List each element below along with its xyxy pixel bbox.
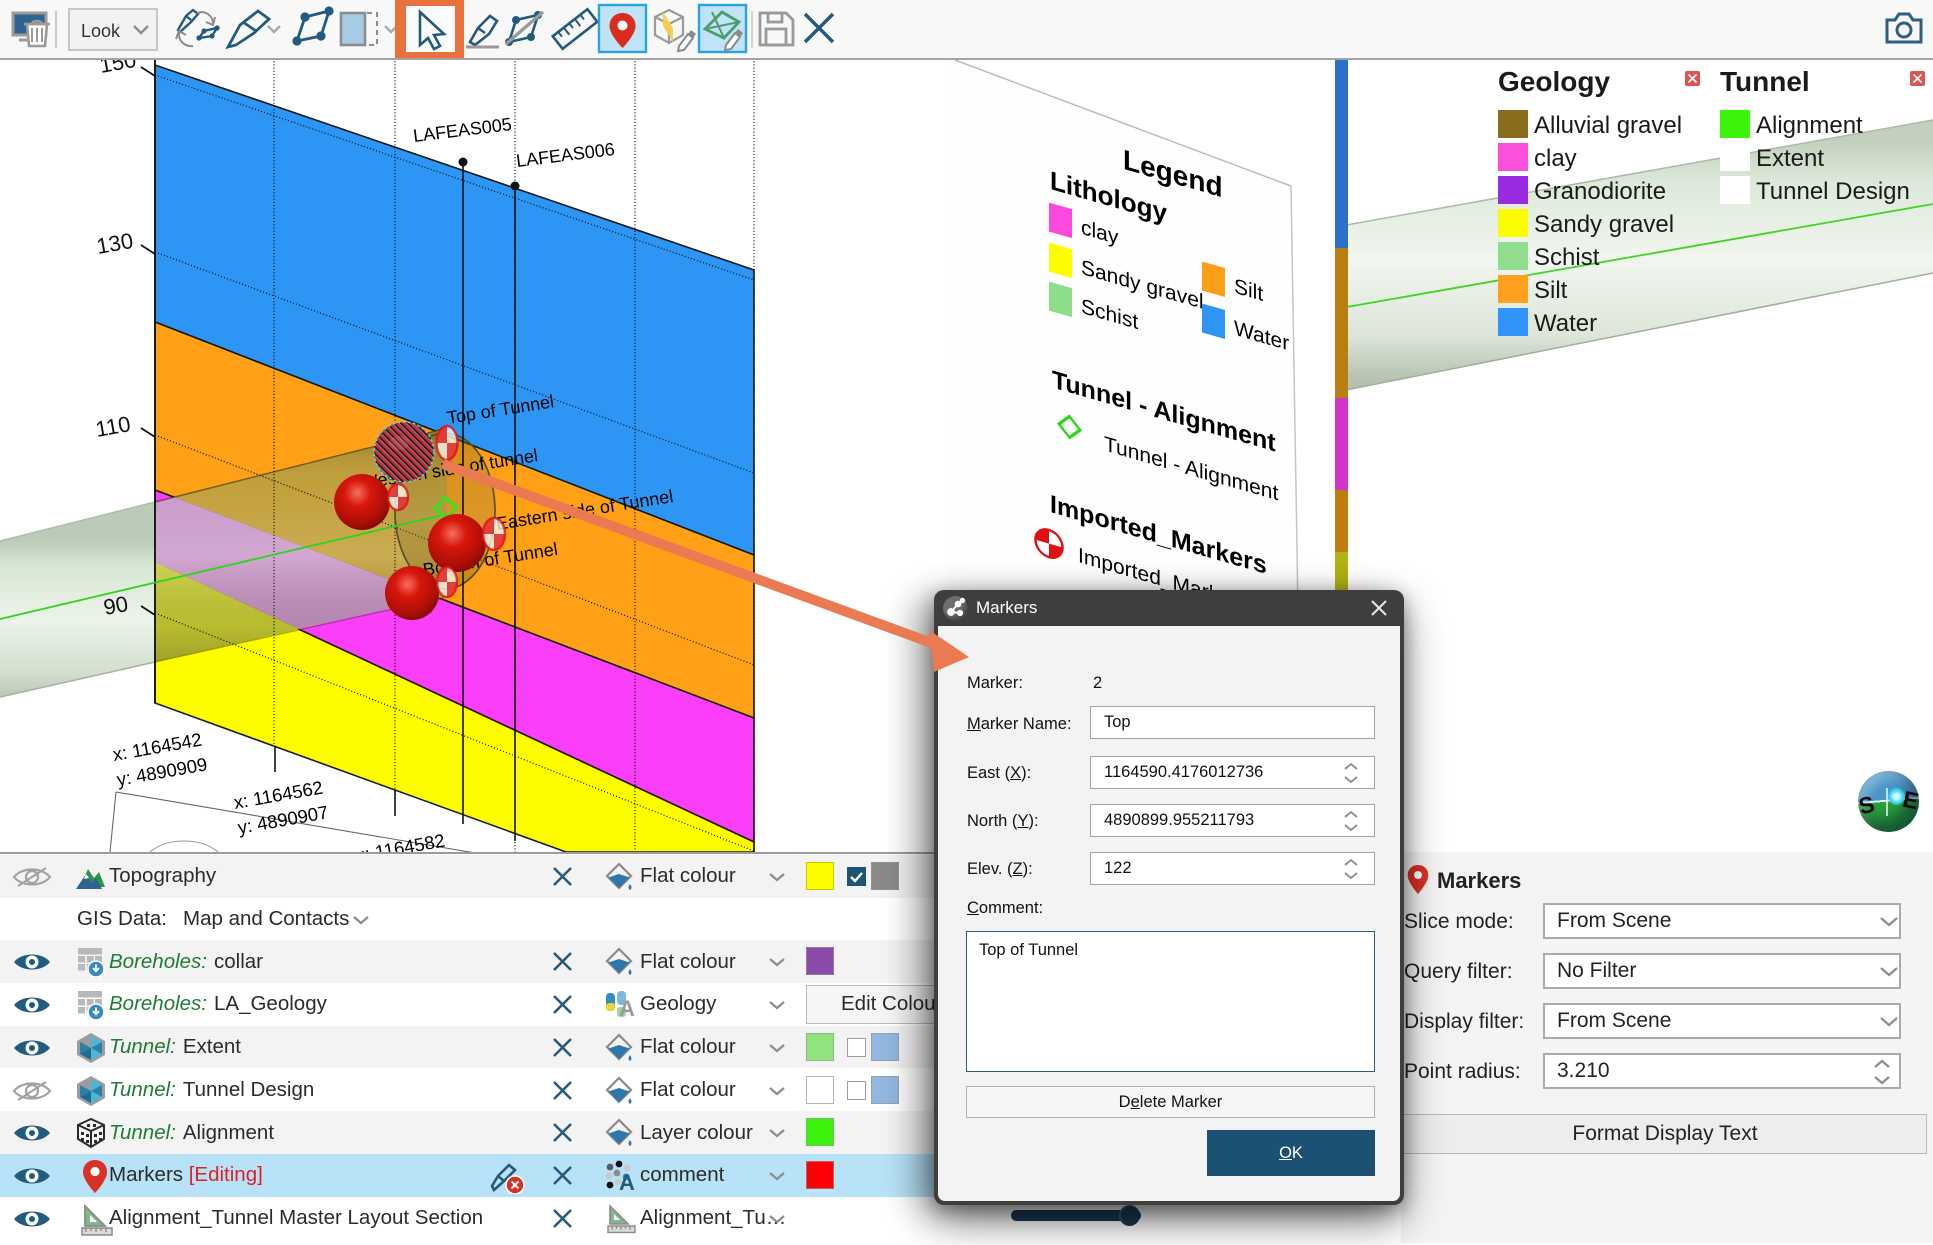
svg-text:90: 90 — [102, 591, 130, 620]
svg-text:A: A — [619, 1170, 635, 1194]
svg-text:130: 130 — [95, 228, 136, 259]
svg-text:A: A — [619, 996, 635, 1021]
svg-text:Look: Look — [81, 21, 121, 41]
svg-text:LAFEAS006: LAFEAS006 — [515, 139, 616, 171]
svg-text:150: 150 — [98, 60, 139, 78]
svg-text:110: 110 — [94, 411, 133, 442]
svg-text:LAFEAS005: LAFEAS005 — [412, 114, 513, 146]
svg-text:x: 1164582: x: 1164582 — [354, 830, 446, 852]
